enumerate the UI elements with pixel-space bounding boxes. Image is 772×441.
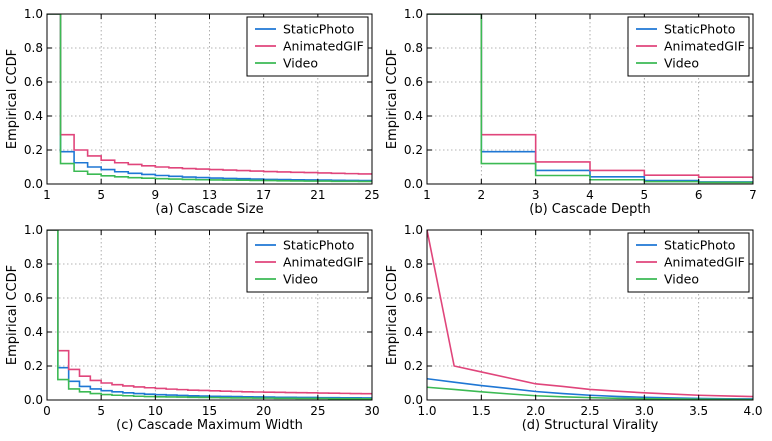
x-tick-label: 2 [478, 188, 486, 202]
y-tick-label: 1.0 [404, 7, 423, 21]
y-tick-label: 1.0 [24, 7, 43, 21]
chart-panel-3: 0 5 10 15 20 25 30 0.0 0.2 0.4 0.6 0.8 1.0 (c) Cascad… [5, 223, 380, 433]
y-tick-label: 0.4 [24, 325, 43, 339]
x-axis-label: (b) Cascade Depth [529, 202, 650, 217]
y-tick-label: 1.0 [24, 223, 43, 237]
y-tick-label: 0.6 [24, 75, 43, 89]
y-tick-label: 0.0 [404, 393, 423, 407]
legend-label-staticphoto: StaticPhoto [283, 238, 354, 253]
y-tick-label: 0.8 [404, 257, 423, 271]
series-line-video [47, 14, 372, 183]
x-tick-label: 15 [202, 404, 217, 418]
x-tick-label: 1 [43, 188, 51, 202]
x-tick-label: 5 [641, 188, 649, 202]
legend-label-video: Video [664, 272, 699, 287]
y-tick-label: 0.2 [24, 143, 43, 157]
legend-label-staticphoto: StaticPhoto [283, 22, 354, 37]
legend-label-video: Video [283, 56, 318, 71]
x-tick-label: 2.5 [580, 404, 599, 418]
x-tick-label: 1.5 [472, 404, 491, 418]
x-tick-label: 25 [310, 404, 325, 418]
y-tick-label: 0.4 [404, 109, 423, 123]
y-tick-label: 0.6 [404, 291, 423, 305]
y-tick-label: 0.6 [24, 291, 43, 305]
x-tick-label: 1.0 [417, 404, 436, 418]
legend: StaticPhoto AnimatedGIF Video [246, 16, 369, 77]
legend-label-animatedgif: AnimatedGIF [283, 39, 364, 54]
series-line-video [47, 230, 372, 400]
legend: StaticPhoto AnimatedGIF Video [246, 232, 369, 293]
y-tick-label: 0.2 [404, 359, 423, 373]
series-line-animatedgif [47, 230, 372, 395]
legend-label-animatedgif: AnimatedGIF [664, 39, 745, 54]
x-tick-label: 17 [256, 188, 271, 202]
chart-panel-1: 1 5 9 13 17 21 25 0.0 0.2 0.4 0.6 0.8 1.0 (a) Cascade… [5, 7, 380, 217]
x-tick-label: 4 [586, 188, 594, 202]
y-axis-label: Empirical CCDF [5, 49, 20, 149]
y-axis-label: Empirical CCDF [385, 49, 400, 149]
chart-panel-2: 1 2 3 4 5 6 7 0.0 0.2 0.4 0.6 0.8 1.0 (b) Cascade Dep… [385, 7, 757, 217]
y-axis-label: Empirical CCDF [385, 265, 400, 365]
x-axis-label: (c) Cascade Maximum Width [116, 418, 303, 433]
legend-label-animatedgif: AnimatedGIF [283, 255, 364, 270]
x-tick-label: 30 [364, 404, 379, 418]
legend-box [246, 16, 369, 77]
series-line-staticphoto [47, 230, 372, 399]
x-tick-label: 21 [310, 188, 325, 202]
x-tick-label: 6 [695, 188, 703, 202]
x-tick-label: 13 [202, 188, 217, 202]
y-axis-label: Empirical CCDF [5, 265, 20, 365]
y-tick-label: 0.8 [404, 41, 423, 55]
legend: StaticPhoto AnimatedGIF Video [627, 232, 750, 293]
x-tick-label: 3.0 [635, 404, 654, 418]
x-tick-label: 2.0 [526, 404, 545, 418]
y-tick-label: 0.4 [404, 325, 423, 339]
x-tick-label: 10 [148, 404, 163, 418]
chart-panel-4: 1.0 1.5 2.0 2.5 3.0 3.5 4.0 0.0 0.2 0.4 0.6 0.8 1.0 (… [385, 223, 763, 433]
x-tick-label: 25 [364, 188, 379, 202]
y-tick-label: 0.0 [24, 177, 43, 191]
x-tick-label: 9 [152, 188, 160, 202]
y-tick-label: 0.0 [24, 393, 43, 407]
legend: StaticPhoto AnimatedGIF Video [627, 16, 750, 77]
legend-label-video: Video [664, 56, 699, 71]
x-tick-label: 3.5 [689, 404, 708, 418]
x-tick-label: 4.0 [743, 404, 762, 418]
y-tick-label: 0.4 [24, 109, 43, 123]
x-tick-label: 5 [97, 404, 105, 418]
x-axis-label: (a) Cascade Size [155, 202, 263, 217]
y-tick-label: 0.2 [24, 359, 43, 373]
series-line-animatedgif [47, 14, 372, 175]
legend-label-video: Video [283, 272, 318, 287]
y-tick-label: 1.0 [404, 223, 423, 237]
x-tick-label: 5 [97, 188, 105, 202]
y-tick-label: 0.8 [24, 41, 43, 55]
x-tick-label: 3 [532, 188, 540, 202]
legend-label-animatedgif: AnimatedGIF [664, 255, 745, 270]
x-tick-label: 1 [423, 188, 431, 202]
x-tick-label: 0 [43, 404, 51, 418]
legend-label-staticphoto: StaticPhoto [664, 238, 735, 253]
y-tick-label: 0.6 [404, 75, 423, 89]
legend-label-staticphoto: StaticPhoto [664, 22, 735, 37]
y-tick-label: 0.8 [24, 257, 43, 271]
x-tick-label: 7 [749, 188, 757, 202]
y-tick-label: 0.0 [404, 177, 423, 191]
y-tick-label: 0.2 [404, 143, 423, 157]
x-axis-label: (d) Structural Virality [522, 418, 659, 433]
x-tick-label: 20 [256, 404, 271, 418]
